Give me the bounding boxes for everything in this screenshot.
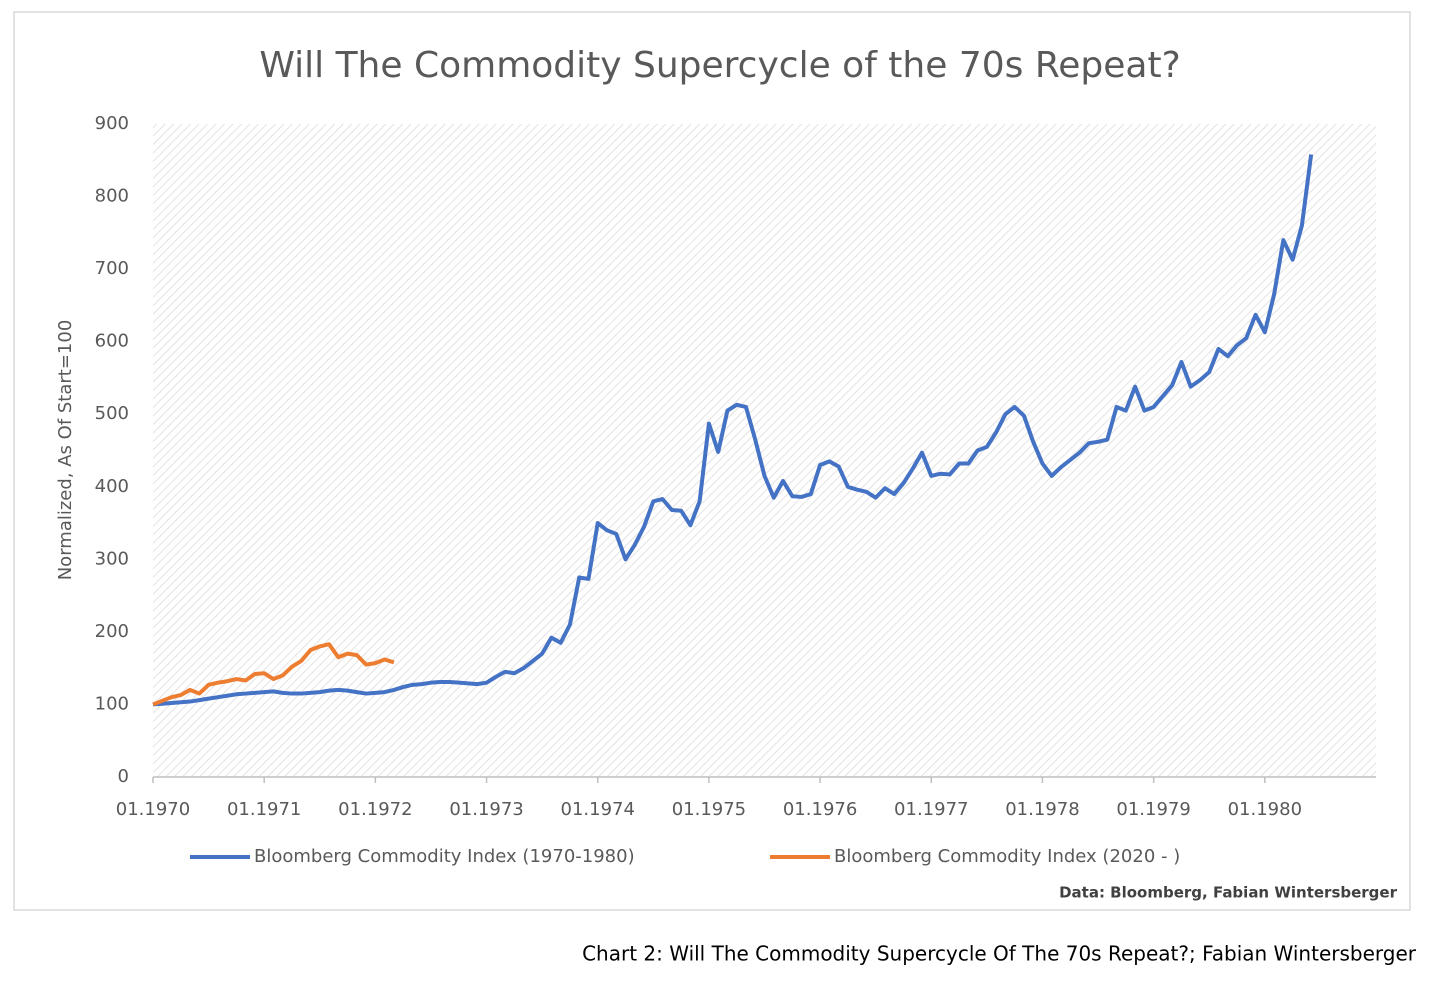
y-tick-label: 800 xyxy=(95,186,129,207)
y-tick-label: 200 xyxy=(95,621,129,642)
x-tick-label: 01.1977 xyxy=(894,799,968,820)
source: Data: Bloomberg, Fabian Wintersberger xyxy=(1059,884,1398,902)
legend-label: Bloomberg Commodity Index (1970-1980) xyxy=(254,846,635,867)
y-tick-label: 100 xyxy=(95,693,129,714)
series-line xyxy=(152,154,1314,707)
y-tick-label: 300 xyxy=(95,548,129,569)
x-tick-label: 01.1970 xyxy=(116,799,190,820)
y-tick-label: 600 xyxy=(95,331,129,352)
y-tick-label: 400 xyxy=(95,476,129,497)
x-tick-label: 01.1971 xyxy=(227,799,301,820)
y-tick-label: 500 xyxy=(95,403,129,424)
series-line xyxy=(152,642,395,707)
x-tick-label: 01.1979 xyxy=(1116,799,1190,820)
x-tick-label: 01.1973 xyxy=(449,799,523,820)
y-tick-label: 900 xyxy=(95,113,129,134)
x-tick-label: 01.1972 xyxy=(338,799,412,820)
y-tick-label: 700 xyxy=(95,258,129,279)
x-tick-label: 01.1978 xyxy=(1005,799,1079,820)
y-tick-label: 0 xyxy=(118,766,129,787)
x-tick-label: 01.1976 xyxy=(783,799,857,820)
x-tick-label: 01.1974 xyxy=(561,799,635,820)
y-axis-label: Normalized, As Of Start=100 xyxy=(55,320,76,581)
caption: Chart 2: Will The Commodity Supercycle O… xyxy=(582,942,1417,966)
x-tick-label: 01.1980 xyxy=(1228,799,1302,820)
plot-area xyxy=(153,124,1376,777)
legend-label: Bloomberg Commodity Index (2020 - ) xyxy=(834,846,1180,867)
x-tick-label: 01.1975 xyxy=(672,799,746,820)
chart-title: Will The Commodity Supercycle of the 70s… xyxy=(259,45,1180,86)
